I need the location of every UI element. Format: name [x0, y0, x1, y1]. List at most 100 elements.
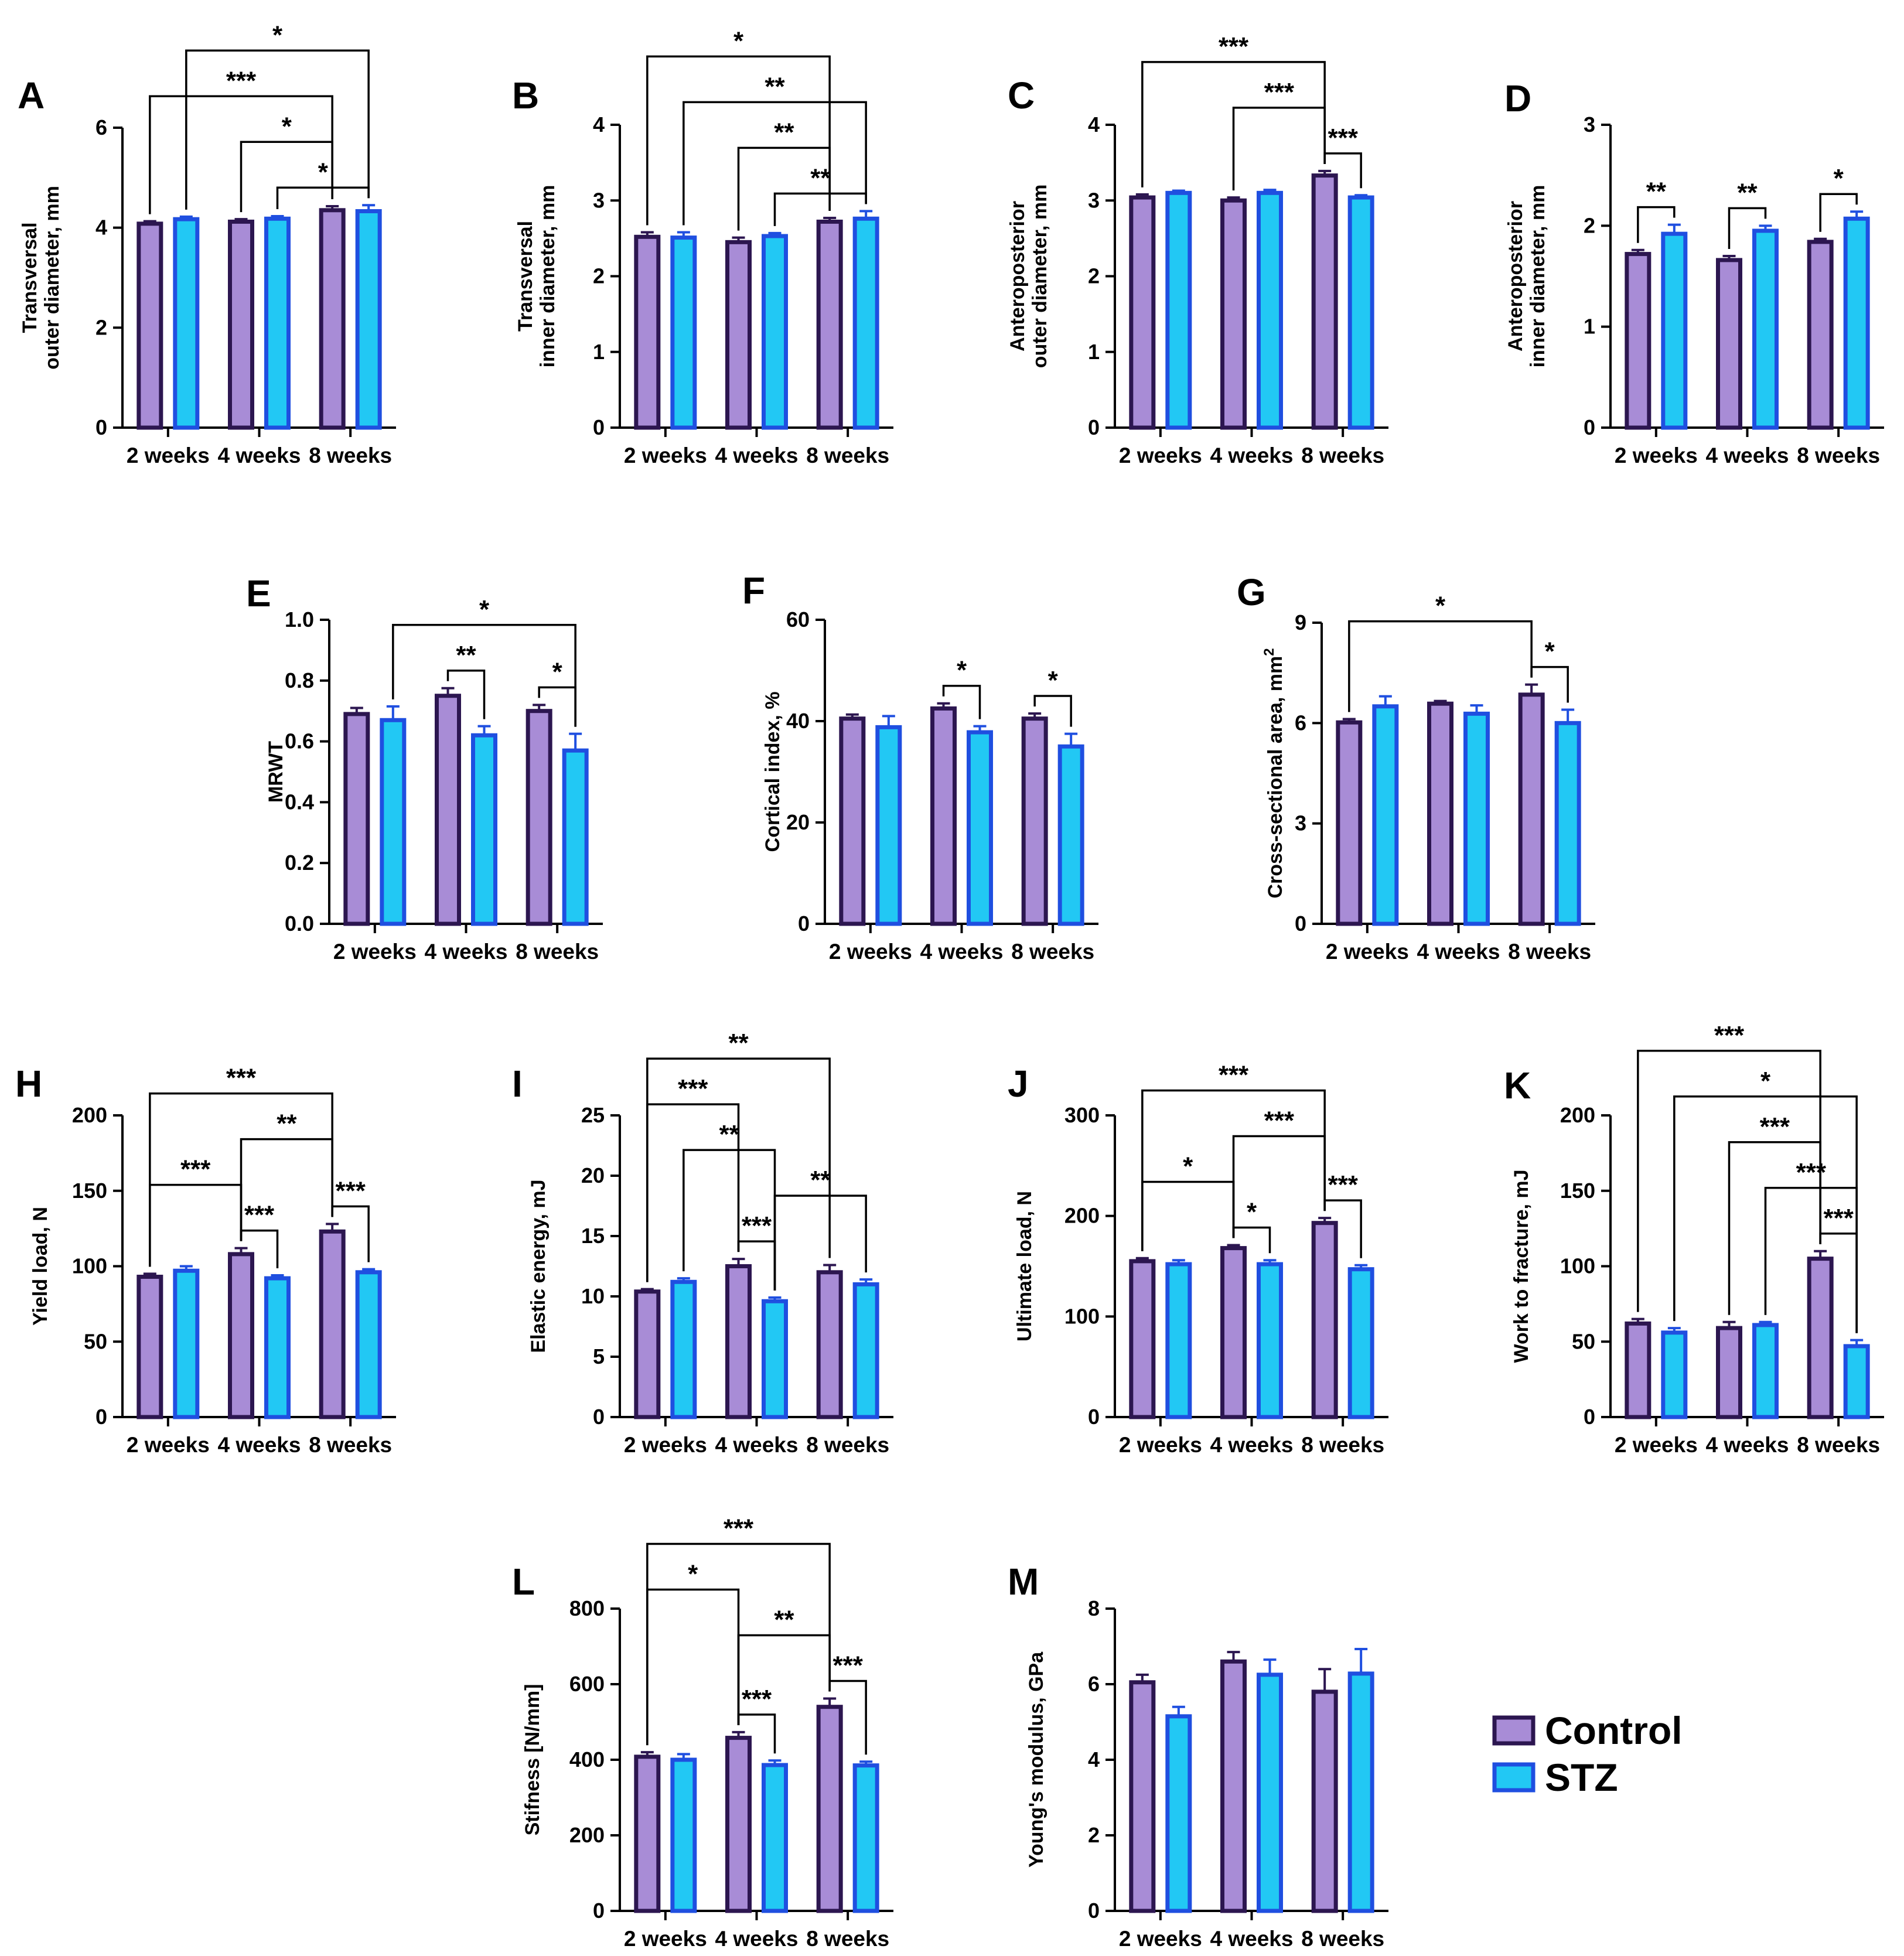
significance-bracket: * [276, 158, 370, 210]
bar-stz [1257, 190, 1283, 430]
x-tick-label: 2 weeks [1119, 1433, 1202, 1457]
significance-label: *** [1328, 1170, 1358, 1199]
bar-stz [1661, 231, 1688, 430]
significance-label: *** [1264, 78, 1295, 107]
significance-bracket: ** [1728, 178, 1767, 250]
x-tick-label: 8 weeks [1301, 1433, 1384, 1457]
panel-letter: F [742, 569, 765, 612]
x-tick-label: 8 weeks [1301, 1927, 1384, 1951]
x-tick-label: 4 weeks [1210, 1927, 1294, 1951]
bar-stz [1347, 1671, 1374, 1913]
significance-label: * [282, 112, 292, 141]
y-axis-title-line: Yield load, N [29, 1207, 52, 1326]
significance-label: *** [1760, 1112, 1790, 1141]
significance-bracket: * [1141, 1152, 1235, 1251]
bar-control [725, 240, 752, 430]
bracket-line [683, 1149, 776, 1291]
bar-stz [1347, 195, 1374, 430]
y-tick-label: 0 [1295, 912, 1306, 936]
bar-stz [1661, 1330, 1688, 1419]
y-tick-label: 6 [1088, 1672, 1100, 1696]
significance-label: *** [244, 1201, 275, 1230]
x-tick-label: 8 weeks [516, 940, 599, 964]
x-tick-label: 2 weeks [127, 1433, 210, 1457]
x-tick-label: 4 weeks [715, 443, 799, 467]
y-tick-label: 600 [569, 1672, 605, 1696]
bracket-line [646, 1588, 740, 1746]
x-tick-label: 2 weeks [624, 1927, 707, 1951]
x-tick-label: 4 weeks [425, 940, 508, 964]
y-tick-label: 5 [593, 1344, 605, 1368]
bar-stz [670, 1757, 697, 1913]
y-axis-title: Anteroposteriorouter diameter, mm [1006, 185, 1051, 368]
x-tick-label: 8 weeks [1797, 443, 1880, 467]
bar-control [816, 1270, 843, 1419]
significance-label: *** [1219, 32, 1249, 61]
y-tick-label: 0.8 [285, 668, 314, 692]
bracket-line [1673, 1095, 1858, 1333]
bar-control [1311, 1689, 1338, 1913]
panel-g: G 0 3 6 9 Cross-sectional area, mm2 2 weeks 4 w… [1237, 571, 1595, 964]
bar-control [435, 694, 461, 926]
significance-bracket: ** [1637, 177, 1676, 243]
bar-control [816, 219, 843, 430]
significance-bracket: *** [149, 1064, 333, 1267]
significance-bracket: *** [646, 1514, 831, 1746]
bar-stz [852, 216, 879, 430]
significance-label: * [479, 595, 490, 624]
significance-label: *** [724, 1514, 754, 1543]
y-axis-title-line: Transversal [514, 221, 537, 332]
x-tick-label: 8 weeks [309, 1433, 392, 1457]
bar-control [1311, 173, 1338, 430]
bracket-line [1141, 61, 1326, 187]
y-tick-label: 2 [95, 315, 107, 339]
bar-control [319, 208, 346, 430]
bar-control [1716, 258, 1742, 430]
y-tick-label: 20 [581, 1163, 605, 1187]
y-tick-label: 0 [1088, 1405, 1100, 1429]
bar-stz [1257, 1262, 1283, 1419]
panel-letter: A [18, 74, 45, 117]
y-tick-label: 100 [1560, 1254, 1595, 1278]
significance-bracket: * [185, 21, 370, 210]
panel-j: J 0 100 200 300 Ultimate load, N 2 weeks 4 week… [1008, 1060, 1388, 1457]
y-tick-label: 6 [1295, 711, 1306, 735]
y-axis-title: Work to fracture, mJ [1510, 1169, 1533, 1363]
significance-bracket: ** [683, 1120, 776, 1291]
panel-e: E 0.0 0.2 0.4 0.6 0.8 1.0 MRWT 2 weeks 4 weeks 8 w… [246, 572, 603, 964]
legend-stz-label: STZ [1545, 1756, 1618, 1799]
bar-stz [1165, 190, 1192, 430]
bar-stz [762, 234, 788, 430]
x-tick-label: 4 weeks [1706, 443, 1789, 467]
significance-label: *** [832, 1651, 863, 1680]
panel-l: L 0 200 400 600 800 Stifness [N/mm] 2 weeks 4 we… [512, 1514, 893, 1951]
y-axis-title-line: inner diameter, mm [1527, 185, 1549, 368]
y-tick-label: 800 [569, 1596, 605, 1620]
significance-label: *** [1714, 1021, 1745, 1050]
legend-stz-swatch [1492, 1762, 1536, 1793]
y-tick-label: 8 [1088, 1596, 1100, 1620]
y-axis-title-line: Cross-sectional area, mm [1264, 656, 1287, 899]
x-tick-label: 4 weeks [1210, 443, 1294, 467]
bar-control [137, 1275, 163, 1419]
bracket-line [1728, 207, 1767, 250]
significance-label: * [1247, 1197, 1257, 1226]
significance-bracket: * [392, 595, 576, 727]
bar-stz [264, 216, 291, 430]
bar-control [839, 716, 866, 926]
bracket-line [149, 1092, 333, 1267]
significance-label: * [1048, 666, 1059, 695]
significance-label: * [318, 158, 329, 186]
bar-stz [1057, 744, 1084, 926]
bracket-line [646, 55, 831, 226]
x-tick-label: 4 weeks [1210, 1433, 1294, 1457]
x-tick-label: 8 weeks [1797, 1433, 1880, 1457]
y-tick-label: 1 [593, 340, 605, 364]
bar-control [526, 709, 552, 926]
significance-bracket: * [1819, 164, 1858, 232]
bar-control [1021, 716, 1048, 926]
significance-bracket: *** [149, 1155, 243, 1267]
significance-label: ** [765, 72, 785, 101]
panel-letter: M [1008, 1561, 1039, 1603]
significance-label: *** [1219, 1060, 1249, 1089]
